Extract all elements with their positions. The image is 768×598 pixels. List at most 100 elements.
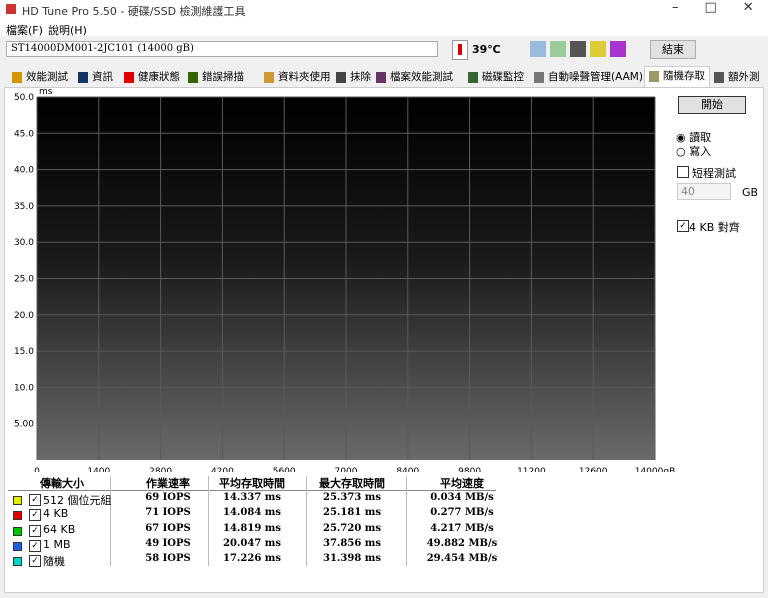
cell: 14.084 ms [223,507,281,519]
series-color [13,526,22,536]
align-checkbox[interactable]: ✓ [677,220,689,232]
title-bar [0,0,768,20]
x-tick-label: 0 [34,467,40,472]
cell: 14.337 ms [223,492,281,503]
short-unit: GB [742,186,759,199]
cell: 20.047 ms [223,537,281,549]
series-checkbox[interactable]: ✓ [29,555,41,568]
tab[interactable]: 自動噪聲管理(AAM) [530,68,644,87]
short-test-checkbox[interactable] [677,166,689,178]
table-header: 最大存取時間 [319,477,385,490]
cell: 37.856 ms [323,537,381,549]
row-label: 1 MB [43,537,71,551]
read-radio[interactable]: ◉ 讀取 [676,131,712,144]
x-tick-label: 1400 [87,467,110,472]
tab[interactable]: 檔案效能測試 [372,68,464,87]
series-color [13,511,22,521]
x-tick-label: 4200 [211,467,234,472]
row-label: 隨機 [43,555,65,569]
cell: 69 IOPS [145,492,191,503]
table-header: 作業速率 [146,477,190,490]
cell: 31.398 ms [323,553,381,565]
table-header: 平均存取時間 [219,477,285,490]
align-label: 4 KB 對齊 [689,221,740,234]
cell: 4.217 MB/s [430,522,494,534]
cell: 0.277 MB/s [430,507,494,519]
y-tick-label: 40.0 [14,166,34,176]
menu-file[interactable]: 檔案(F) [6,24,43,37]
window-controls[interactable]: –□✕ [672,0,754,15]
y-tick-label: 10.0 [14,383,34,393]
start-button[interactable]: 開始 [678,96,746,114]
x-tick-label: 9800 [458,467,481,472]
cell: 67 IOPS [145,522,191,534]
y-tick-label: 45.0 [14,129,34,139]
table-rule [8,490,496,491]
write-label: 寫入 [689,145,712,158]
temperature: 39℃ [472,43,501,56]
y-tick-label: 30.0 [14,238,34,248]
x-tick-label: 11200 [517,467,546,472]
cell: 25.181 ms [323,507,381,519]
table-divider [406,476,407,566]
y-tick-label: 5.00 [14,420,34,430]
row-label: 4 KB [43,507,69,521]
tab[interactable]: 抹除 [332,68,372,87]
chart: 5.00 10.0 15.0 20.0 25.0 30.0 35.0 40.0 45.0 50.0… [14,87,676,472]
tab[interactable]: 磁碟監控 [464,68,530,87]
cell: 25.720 ms [323,522,381,534]
app-icon [6,4,16,14]
table-header: 平均速度 [440,477,484,490]
y-tick-label: 20.0 [14,311,34,321]
window-title: HD Tune Pro 5.50 - 硬碟/SSD 檢測維護工具 [22,5,246,18]
row-label: 64 KB [43,522,76,536]
series-checkbox[interactable]: ✓ [29,494,41,506]
table-divider [208,476,209,566]
short-test-label: 短程測試 [692,167,736,180]
cell: 14.819 ms [223,522,281,534]
y-axis-unit: ms [39,87,53,97]
y-tick-label: 15.0 [14,347,34,357]
write-radio[interactable]: ○ 寫入 [676,145,712,158]
tab[interactable]: 額外測試 [710,68,768,102]
toolbar-icons[interactable] [530,41,640,59]
tab[interactable]: 健康狀態 [120,68,184,87]
tab[interactable]: 效能測試 [8,68,74,87]
table-divider [110,476,111,566]
tab[interactable]: 錯誤掃描 [184,68,260,87]
series-checkbox[interactable]: ✓ [29,524,41,537]
x-tick-label: 7000 [335,467,358,472]
cell: 71 IOPS [145,507,191,519]
read-label: 讀取 [689,131,712,144]
menu-help[interactable]: 說明(H) [48,24,87,37]
exit-button[interactable]: 結束 [650,40,696,59]
tab[interactable]: 資訊 [74,68,120,87]
tab[interactable]: 資料夾使用 [260,68,332,87]
short-size-input[interactable]: 40 [677,183,731,200]
x-tick-label: 14000gB [635,467,676,472]
cell: 29.454 MB/s [426,553,498,565]
series-checkbox[interactable]: ✓ [29,509,41,522]
table-header: 傳輸大小 [40,477,84,490]
y-tick-label: 50.0 [14,93,34,103]
tab[interactable]: 隨機存取 [644,66,710,88]
menu-bar [0,20,768,36]
cell: 0.034 MB/s [430,492,494,503]
series-color [13,541,22,551]
cell: 49 IOPS [145,537,191,549]
x-tick-label: 8400 [396,467,419,472]
table-divider [306,476,307,566]
cell: 58 IOPS [145,553,191,565]
y-tick-label: 35.0 [14,202,34,212]
cell: 25.373 ms [323,492,381,503]
x-tick-label: 12600 [579,467,608,472]
thermometer-icon [452,40,468,60]
y-tick-label: 25.0 [14,275,34,285]
cell: 49.882 MB/s [426,537,498,549]
series-checkbox[interactable]: ✓ [29,539,41,552]
row-label: 512 個位元組 [43,494,112,507]
drive-select[interactable]: ST14000DM001-2JC101 (14000 gB) [6,41,438,57]
cell: 17.226 ms [223,553,281,565]
series-color [13,557,22,567]
